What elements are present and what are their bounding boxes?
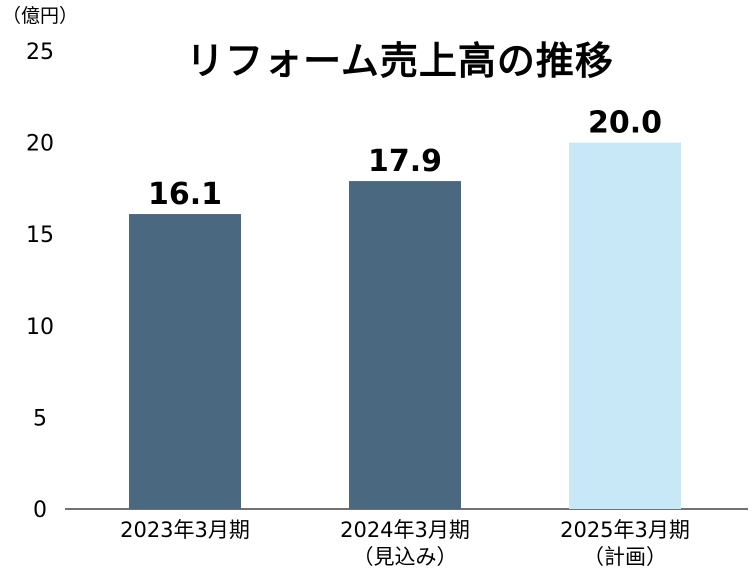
x-tick-label: （見込み） [353, 545, 458, 569]
bar [129, 214, 241, 509]
y-tick-label: 25 [26, 40, 54, 65]
bar-series [129, 142, 681, 509]
y-tick-label: 10 [26, 315, 54, 340]
y-axis-unit-label: （億円） [2, 5, 78, 27]
value-labels: 16.1 17.9 20.0 [148, 106, 662, 212]
x-tick-label: 2025年3月期 [560, 518, 690, 542]
y-tick-label: 5 [33, 406, 47, 431]
x-axis: 2023年3月期 2024年3月期 （見込み） 2025年3月期 （計画） [120, 518, 690, 569]
value-label: 20.0 [588, 106, 662, 141]
chart-title: リフォーム売上高の推移 [186, 39, 614, 83]
x-tick-label: （計画） [583, 545, 667, 569]
y-axis: 0 5 10 15 20 25 [26, 40, 54, 523]
x-tick-label: 2024年3月期 [340, 518, 470, 542]
bar [569, 142, 681, 509]
y-tick-label: 0 [33, 498, 47, 523]
value-label: 17.9 [368, 144, 442, 179]
value-label: 16.1 [148, 177, 222, 212]
x-tick-label: 2023年3月期 [120, 518, 250, 542]
y-tick-label: 20 [26, 132, 54, 157]
bar [349, 181, 461, 509]
y-tick-label: 15 [26, 223, 54, 248]
